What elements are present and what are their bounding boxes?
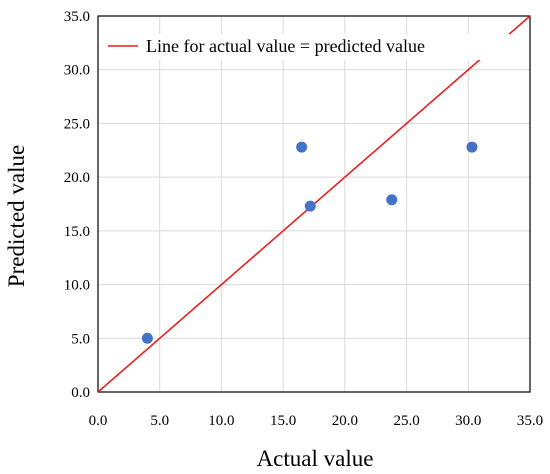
data-point <box>141 332 153 344</box>
y-axis-title: Predicted value <box>4 145 29 287</box>
data-point <box>296 141 308 153</box>
legend-label: Line for actual value = predicted value <box>146 36 425 56</box>
y-tick-label: 25.0 <box>64 116 90 132</box>
grid-lines <box>98 16 530 392</box>
data-point <box>386 194 398 206</box>
data-point <box>304 200 316 212</box>
data-point <box>466 141 478 153</box>
x-tick-label: 35.0 <box>517 413 543 429</box>
legend-box <box>102 34 510 60</box>
y-tick-label: 0.0 <box>71 385 90 401</box>
y-tick-label: 35.0 <box>64 9 90 25</box>
x-tick-label: 30.0 <box>455 413 481 429</box>
y-tick-label: 30.0 <box>64 63 90 79</box>
y-tick-label: 20.0 <box>64 170 90 186</box>
y-axis-ticks: 0.0 5.0 10.0 15.0 20.0 25.0 30.0 35.0 <box>64 9 90 401</box>
x-tick-label: 5.0 <box>150 413 169 429</box>
x-axis-ticks: 0.0 5.0 10.0 15.0 20.0 25.0 30.0 35.0 <box>89 413 544 429</box>
y-tick-label: 5.0 <box>71 331 90 347</box>
x-axis-title: Actual value <box>257 446 374 471</box>
data-points <box>141 141 478 344</box>
plot-area-frame <box>97 15 531 393</box>
x-tick-label: 20.0 <box>332 413 358 429</box>
y-tick-label: 15.0 <box>64 224 90 240</box>
x-tick-label: 25.0 <box>393 413 419 429</box>
x-tick-label: 15.0 <box>270 413 296 429</box>
y-tick-label: 10.0 <box>64 278 90 294</box>
x-tick-label: 10.0 <box>208 413 234 429</box>
x-tick-label: 0.0 <box>89 413 108 429</box>
